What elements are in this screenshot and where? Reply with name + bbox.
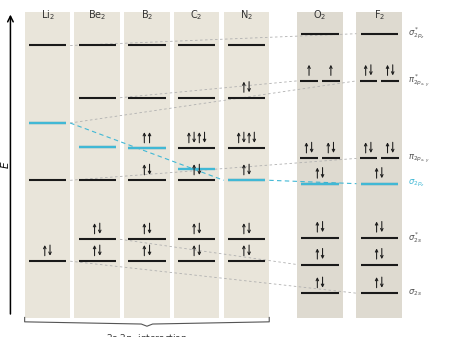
Text: $\sigma_{2s}$: $\sigma_{2s}$ <box>408 288 421 299</box>
Bar <box>297 12 343 318</box>
Text: C$_2$: C$_2$ <box>191 8 203 22</box>
Text: $\sigma_{2p_z}$: $\sigma_{2p_z}$ <box>408 178 425 189</box>
Text: $2s$-$2p_z$ interaction: $2s$-$2p_z$ interaction <box>106 332 188 337</box>
Text: E: E <box>1 162 11 168</box>
Bar <box>74 12 120 318</box>
Text: $\sigma^*_{2p_z}$: $\sigma^*_{2p_z}$ <box>408 26 425 41</box>
Bar <box>25 12 70 318</box>
Text: Be$_2$: Be$_2$ <box>88 8 106 22</box>
Text: $\sigma^*_{2s}$: $\sigma^*_{2s}$ <box>408 230 421 245</box>
Bar <box>124 12 170 318</box>
Text: Li$_2$: Li$_2$ <box>40 8 55 22</box>
Text: F$_2$: F$_2$ <box>374 8 385 22</box>
Bar <box>174 12 219 318</box>
Text: N$_2$: N$_2$ <box>240 8 253 22</box>
Bar <box>356 12 402 318</box>
Text: $\pi^*_{2p_{x,y}}$: $\pi^*_{2p_{x,y}}$ <box>408 72 429 89</box>
Bar <box>224 12 269 318</box>
Text: $\pi_{2p_{x,y}}$: $\pi_{2p_{x,y}}$ <box>408 152 429 165</box>
Text: B$_2$: B$_2$ <box>141 8 153 22</box>
Text: O$_2$: O$_2$ <box>313 8 327 22</box>
